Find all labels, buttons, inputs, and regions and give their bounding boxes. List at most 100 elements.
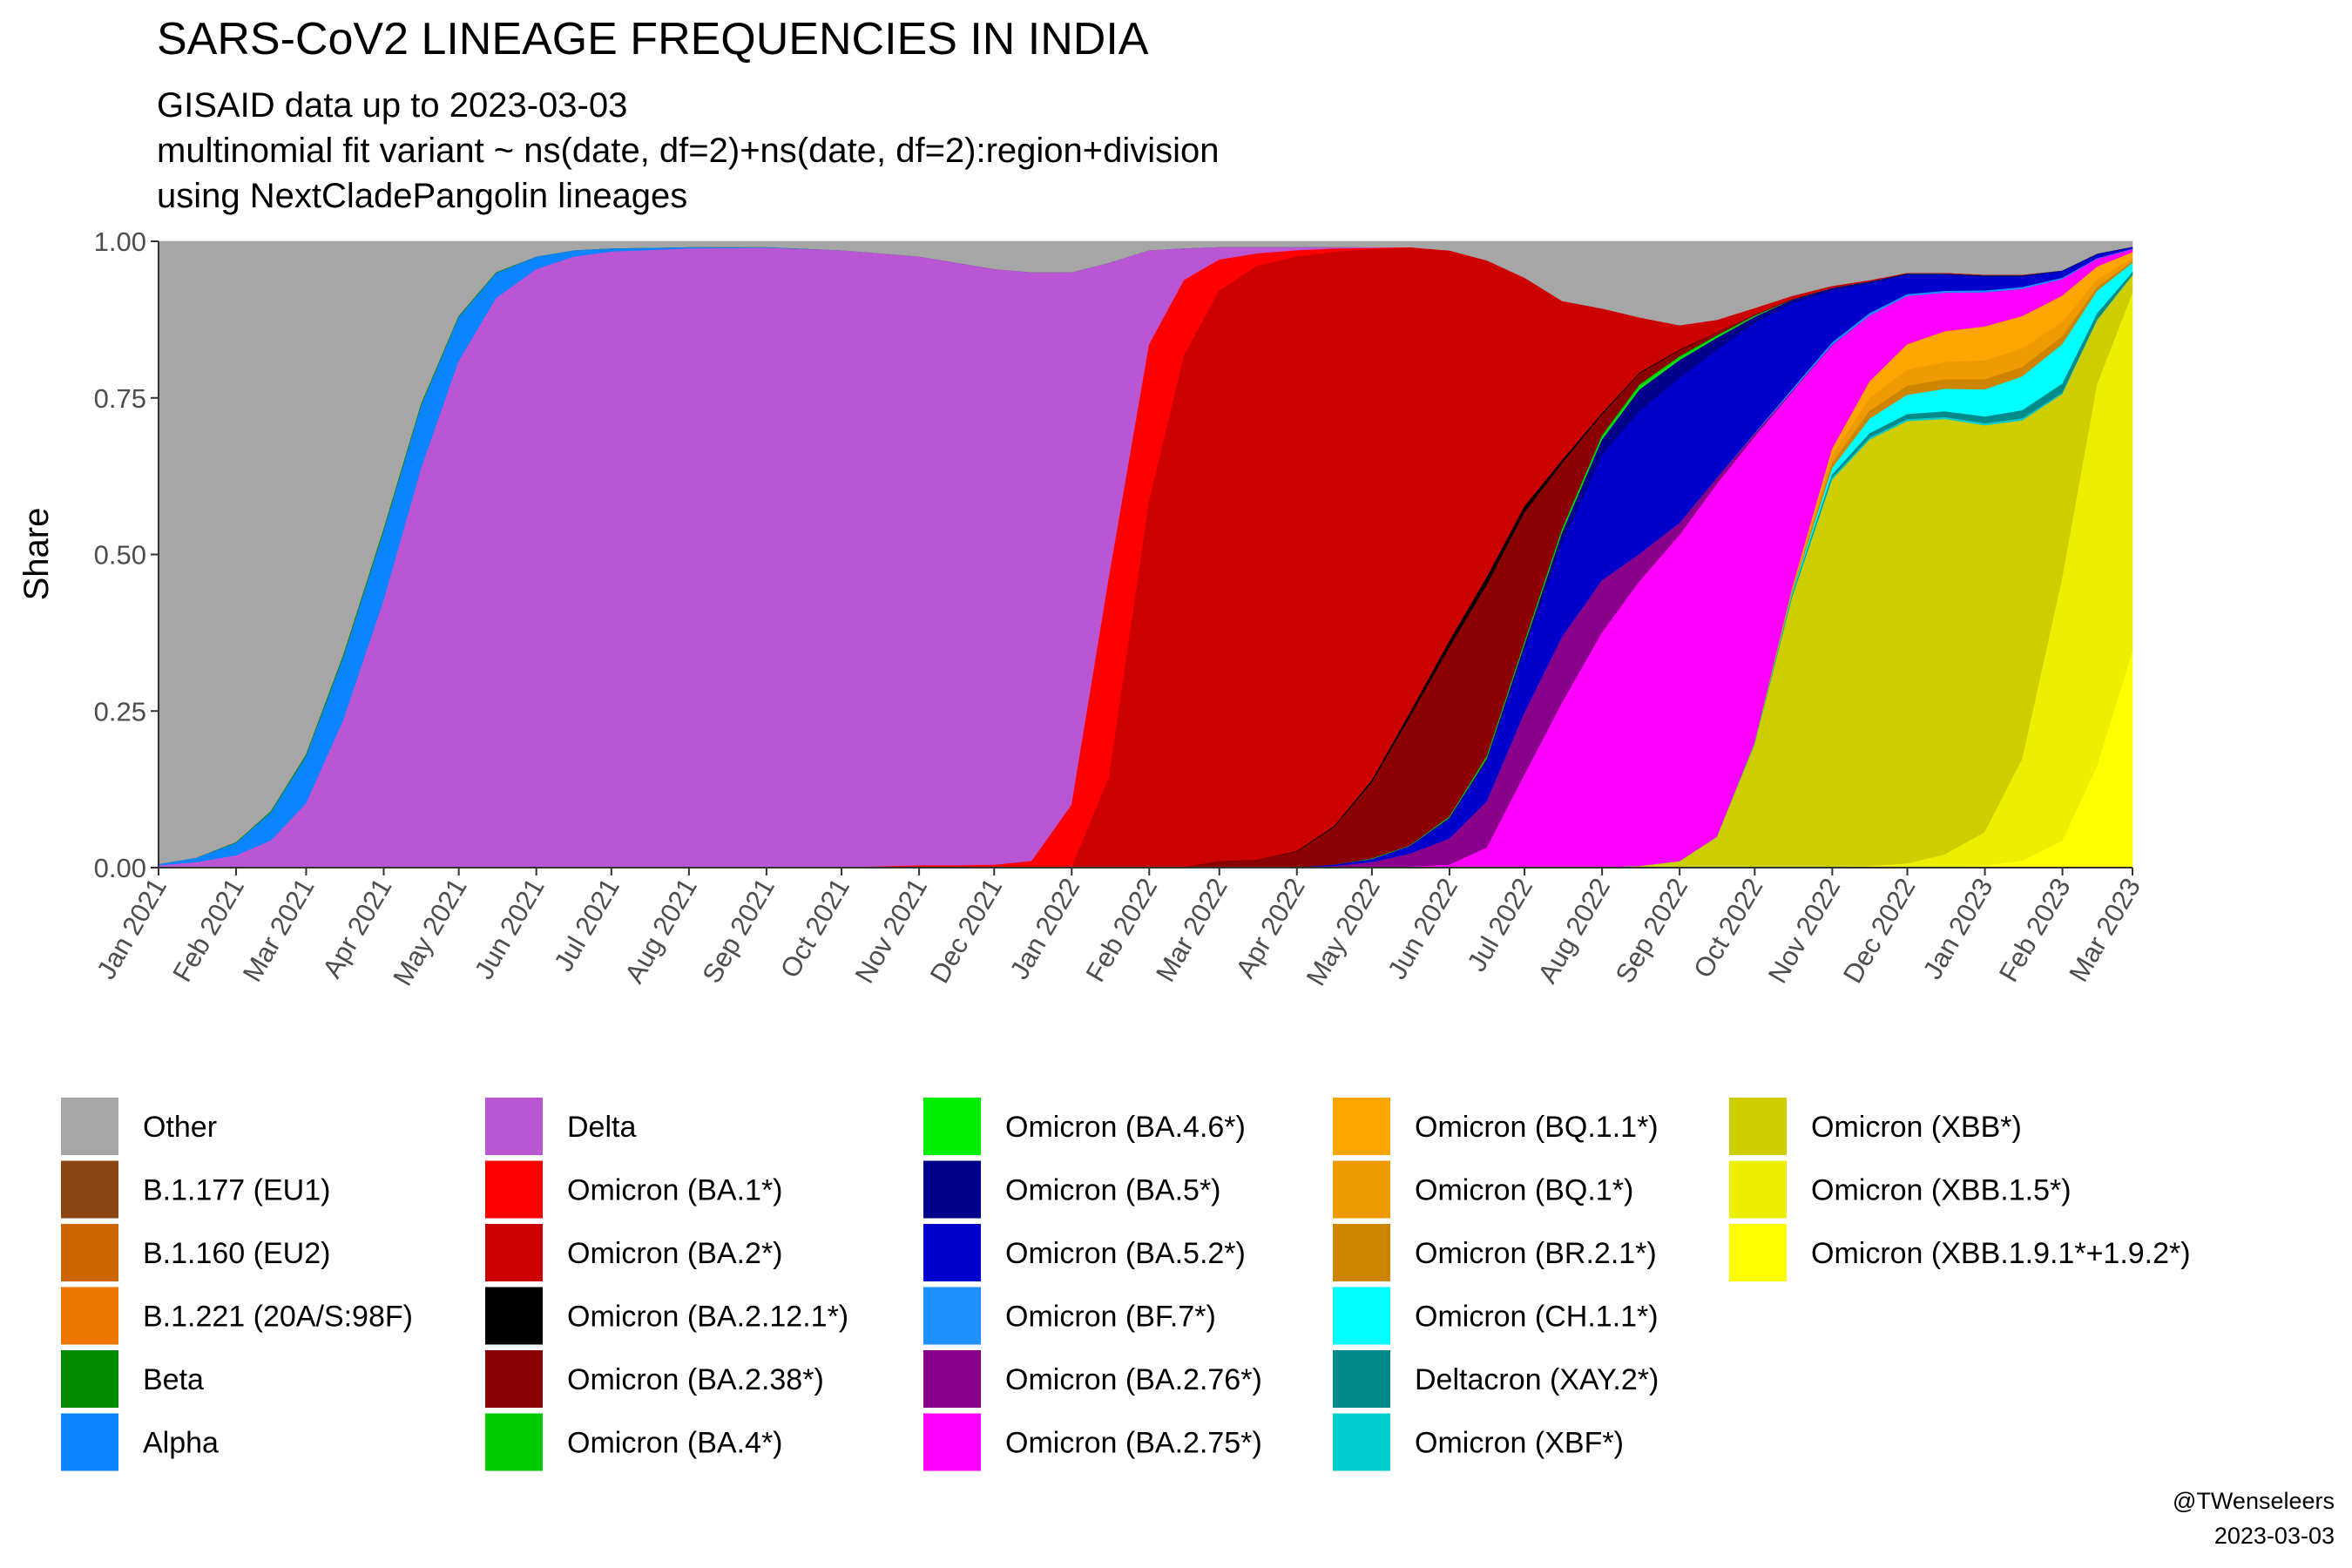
legend-item-delta: Delta — [485, 1098, 636, 1155]
legend-item-omicron-bq-1-1: Omicron (BQ.1.1*) — [1333, 1098, 1659, 1155]
legend-key — [61, 1287, 118, 1345]
legend-label: B.1.177 (EU1) — [143, 1174, 330, 1207]
legend-item-omicron-ba-2-38: Omicron (BA.2.38*) — [485, 1350, 824, 1408]
legend-item-alpha: Alpha — [61, 1413, 219, 1471]
legend-item-omicron-xbb: Omicron (XBB*) — [1729, 1098, 2022, 1155]
x-tick-label: Nov 2021 — [848, 873, 933, 988]
x-tick-label: Jun 2022 — [1382, 873, 1463, 984]
x-tick-label: Sep 2021 — [696, 873, 781, 988]
legend-label: Omicron (BA.4*) — [567, 1427, 783, 1460]
y-tick-label: 1.00 — [94, 226, 146, 257]
x-tick-label: Nov 2022 — [1762, 873, 1847, 988]
legend-label: Other — [143, 1111, 217, 1144]
legend-label: Omicron (BR.2.1*) — [1415, 1237, 1657, 1270]
legend-label: Omicron (BA.2.38*) — [567, 1363, 824, 1396]
x-tick-label: Oct 2021 — [774, 873, 855, 983]
legend-item-omicron-ba-4-6: Omicron (BA.4.6*) — [923, 1098, 1246, 1155]
x-tick-label: May 2022 — [1301, 873, 1386, 990]
legend-key — [923, 1224, 981, 1281]
legend-key — [923, 1413, 981, 1471]
legend-label: Beta — [143, 1363, 204, 1396]
legend-key — [1333, 1160, 1390, 1219]
legend-key — [485, 1224, 543, 1281]
legend-label: Deltacron (XAY.2*) — [1415, 1363, 1659, 1396]
legend-item-omicron-xbb-1-5: Omicron (XBB.1.5*) — [1729, 1160, 2072, 1219]
y-tick-label: 0.75 — [94, 383, 146, 414]
legend-item-omicron-ba-5: Omicron (BA.5*) — [923, 1160, 1221, 1219]
x-tick-label: Jun 2021 — [469, 873, 551, 984]
legend-item-omicron-ba-1: Omicron (BA.1*) — [485, 1160, 783, 1219]
legend-item-omicron-ba-4: Omicron (BA.4*) — [485, 1413, 783, 1471]
legend-label: Omicron (BA.2.76*) — [1005, 1363, 1262, 1396]
legend-key — [485, 1160, 543, 1219]
legend-item-b-1-160-eu2: B.1.160 (EU2) — [61, 1224, 330, 1281]
legend-key — [61, 1098, 118, 1155]
legend-item-omicron-bq-1: Omicron (BQ.1*) — [1333, 1160, 1633, 1219]
legend-key — [485, 1413, 543, 1471]
chart-title: SARS-CoV2 LINEAGE FREQUENCIES IN INDIA — [157, 14, 1149, 64]
legend-item-beta: Beta — [61, 1350, 204, 1408]
legend-label: Omicron (XBB*) — [1811, 1111, 2022, 1144]
legend-label: Omicron (BA.5.2*) — [1005, 1237, 1246, 1270]
legend-label: Omicron (XBF*) — [1415, 1427, 1624, 1460]
legend-item-b-1-221-20a-s-98f: B.1.221 (20A/S:98F) — [61, 1287, 413, 1345]
legend-key — [61, 1224, 118, 1281]
x-tick-label: May 2021 — [387, 873, 472, 990]
y-axis: 0.00 0.25 0.50 0.75 1.00 — [94, 226, 159, 883]
x-tick-label: Jan 2021 — [91, 873, 172, 984]
y-tick-label: 0.50 — [94, 540, 146, 571]
legend-key — [1333, 1350, 1390, 1408]
legend-item-omicron-ba-2-76: Omicron (BA.2.76*) — [923, 1350, 1262, 1408]
legend-label: Omicron (BA.2.75*) — [1005, 1427, 1262, 1460]
x-tick-label: Dec 2022 — [1837, 873, 1922, 988]
x-tick-label: Mar 2022 — [1150, 873, 1233, 987]
legend-key — [1729, 1224, 1787, 1281]
legend-key — [485, 1287, 543, 1345]
x-tick-label: Jan 2022 — [1004, 873, 1085, 984]
legend-item-omicron-bf-7: Omicron (BF.7*) — [923, 1287, 1216, 1345]
x-tick-label: Apr 2021 — [316, 873, 397, 983]
legend-label: Delta — [567, 1111, 636, 1144]
x-tick-label: Jul 2021 — [548, 873, 625, 977]
legend-label: Omicron (CH.1.1*) — [1415, 1301, 1659, 1334]
legend-label: B.1.221 (20A/S:98F) — [143, 1301, 413, 1334]
legend-label: Omicron (BA.2*) — [567, 1237, 783, 1270]
x-tick-label: Jul 2022 — [1461, 873, 1538, 977]
legend-item-omicron-ba-5-2: Omicron (BA.5.2*) — [923, 1224, 1246, 1281]
legend-item-b-1-177-eu1: B.1.177 (EU1) — [61, 1160, 330, 1219]
legend-item-omicron-ch-1-1: Omicron (CH.1.1*) — [1333, 1287, 1659, 1345]
legend-item-omicron-xbb-1-9-1-1-9-2: Omicron (XBB.1.9.1*+1.9.2*) — [1729, 1224, 2191, 1281]
legend-label: Omicron (BF.7*) — [1005, 1301, 1216, 1334]
legend-key — [1729, 1098, 1787, 1155]
legend-label: Omicron (BA.4.6*) — [1005, 1111, 1246, 1144]
legend-key — [923, 1350, 981, 1408]
x-tick-label: Aug 2022 — [1532, 873, 1617, 988]
legend-key — [485, 1098, 543, 1155]
legend-item-omicron-ba-2: Omicron (BA.2*) — [485, 1224, 783, 1281]
x-tick-label: Dec 2021 — [924, 873, 1009, 988]
chart-subtitle-line-3: using NextCladePangolin lineages — [157, 177, 687, 215]
x-tick-label: Mar 2021 — [237, 873, 321, 987]
stacked-area-plot — [158, 240, 2133, 868]
legend-key — [61, 1160, 118, 1219]
legend-key — [1729, 1160, 1787, 1219]
x-tick-label: Aug 2021 — [618, 873, 703, 988]
legend-label: Omicron (BQ.1*) — [1415, 1174, 1633, 1207]
legend-label: Omicron (XBB.1.9.1*+1.9.2*) — [1811, 1237, 2191, 1270]
legend-item-omicron-br-2-1: Omicron (BR.2.1*) — [1333, 1224, 1657, 1281]
legend-item-omicron-ba-2-75: Omicron (BA.2.75*) — [923, 1413, 1262, 1471]
legend-item-other: Other — [61, 1098, 217, 1155]
legend-label: Omicron (BA.1*) — [567, 1174, 783, 1207]
legend-item-deltacron-xay-2: Deltacron (XAY.2*) — [1333, 1350, 1659, 1408]
legend-label: Omicron (XBB.1.5*) — [1811, 1174, 2072, 1207]
x-tick-label: Apr 2022 — [1230, 873, 1311, 983]
legend-label: Omicron (BQ.1.1*) — [1415, 1111, 1659, 1144]
x-tick-label: Oct 2022 — [1687, 873, 1768, 983]
legend-key — [61, 1413, 118, 1471]
legend-key — [1333, 1224, 1390, 1281]
legend-key — [1333, 1287, 1390, 1345]
y-tick-label: 0.00 — [94, 853, 146, 883]
credit-date: 2023-03-03 — [2214, 1523, 2335, 1549]
